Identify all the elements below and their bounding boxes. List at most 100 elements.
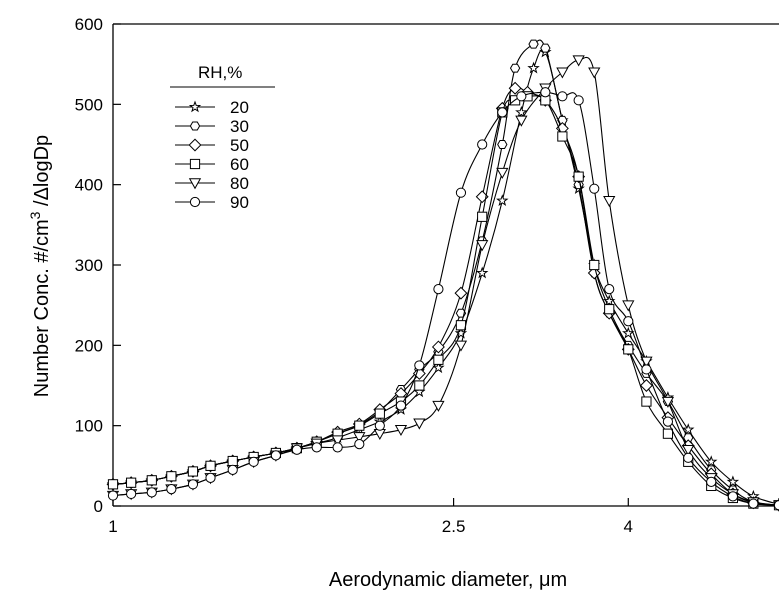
data-point-30	[528, 39, 539, 49]
data-point-80	[476, 240, 489, 252]
data-point-80	[331, 435, 344, 447]
data-point-90	[540, 87, 551, 98]
series-90	[107, 87, 779, 511]
y-tick-label: 100	[75, 417, 103, 436]
data-point-90	[516, 91, 527, 102]
data-point-80	[515, 115, 528, 127]
data-point-90	[604, 284, 615, 295]
data-point-90	[455, 187, 467, 198]
series-line-20	[112, 48, 779, 505]
legend-label-80: 80	[230, 174, 249, 193]
data-point-60	[146, 475, 157, 486]
data-point-60	[227, 455, 238, 467]
data-point-80	[353, 432, 366, 444]
legend-marker-60	[189, 158, 201, 170]
data-point-90	[773, 500, 779, 511]
data-point-60	[433, 354, 444, 365]
data-point-90	[573, 95, 584, 106]
series-line-30	[112, 39, 779, 506]
data-point-80	[556, 67, 569, 79]
data-point-80	[572, 55, 585, 67]
series-line-90	[112, 91, 779, 506]
data-point-60	[374, 408, 385, 419]
data-point-80	[588, 67, 601, 79]
data-point-60	[662, 428, 674, 439]
data-point-90	[477, 139, 488, 150]
data-point-20	[432, 361, 445, 374]
data-point-60	[455, 320, 467, 331]
series-layer	[106, 39, 779, 512]
y-axis-title: Number Conc. #/cm3 /ΔlogDp	[27, 135, 53, 397]
data-point-60	[187, 466, 199, 477]
data-point-90	[623, 316, 634, 327]
data-point-90	[248, 456, 259, 467]
series-30	[107, 39, 779, 510]
data-point-80	[603, 196, 616, 208]
data-point-60	[589, 259, 600, 271]
data-point-30	[509, 63, 521, 73]
series-line-80	[112, 56, 779, 506]
data-point-20	[622, 326, 635, 339]
legend-label-30: 30	[230, 117, 249, 136]
data-point-50	[639, 379, 653, 392]
data-point-90	[107, 490, 119, 501]
legend-marker-20	[188, 100, 202, 113]
data-point-90	[332, 442, 343, 453]
series-50	[106, 81, 779, 512]
data-point-90	[126, 488, 137, 500]
x-tick-label: 2.5	[442, 517, 466, 536]
legend-marker-90	[189, 196, 201, 208]
legend-label-90: 90	[230, 193, 249, 212]
data-point-90	[748, 498, 759, 509]
data-point-90	[291, 444, 302, 455]
data-point-30	[497, 140, 508, 149]
y-tick-label: 0	[94, 497, 103, 516]
data-point-90	[205, 472, 216, 483]
data-point-90	[146, 487, 157, 498]
data-point-80	[432, 400, 445, 412]
data-point-30	[540, 43, 551, 53]
data-point-60	[205, 460, 216, 471]
data-point-90	[727, 491, 738, 502]
data-point-90	[706, 476, 717, 487]
legend-title: RH,%	[198, 63, 242, 82]
data-point-60	[354, 420, 365, 431]
data-point-90	[270, 450, 282, 461]
y-tick-label: 200	[75, 336, 103, 355]
data-point-50	[508, 81, 522, 95]
data-point-80	[661, 396, 675, 408]
data-point-20	[527, 61, 540, 74]
data-point-60	[557, 131, 568, 142]
data-point-80	[496, 167, 509, 179]
data-point-90	[166, 484, 177, 495]
data-point-90	[589, 183, 600, 194]
legend-label-20: 20	[230, 98, 249, 117]
data-point-90	[227, 464, 238, 475]
data-point-80	[394, 424, 408, 437]
data-point-50	[412, 366, 426, 380]
data-point-80	[413, 418, 426, 430]
data-point-60	[573, 171, 584, 182]
data-point-60	[604, 304, 615, 315]
series-20	[106, 45, 779, 510]
data-point-90	[311, 442, 322, 453]
data-point-90	[557, 91, 568, 102]
y-tick-label: 500	[75, 95, 103, 114]
data-point-90	[683, 452, 694, 463]
legend-label-50: 50	[230, 136, 249, 155]
data-point-20	[726, 475, 740, 488]
data-point-90	[374, 420, 385, 431]
data-point-90	[433, 284, 444, 295]
data-point-50	[454, 286, 468, 300]
legend-marker-30	[189, 121, 201, 131]
data-point-60	[414, 380, 425, 391]
data-point-60	[166, 471, 177, 482]
data-point-60	[641, 396, 652, 407]
data-point-20	[705, 455, 718, 468]
data-point-60	[126, 477, 137, 488]
y-tick-label: 600	[75, 15, 103, 34]
data-point-80	[622, 300, 635, 312]
data-point-90	[354, 439, 365, 450]
